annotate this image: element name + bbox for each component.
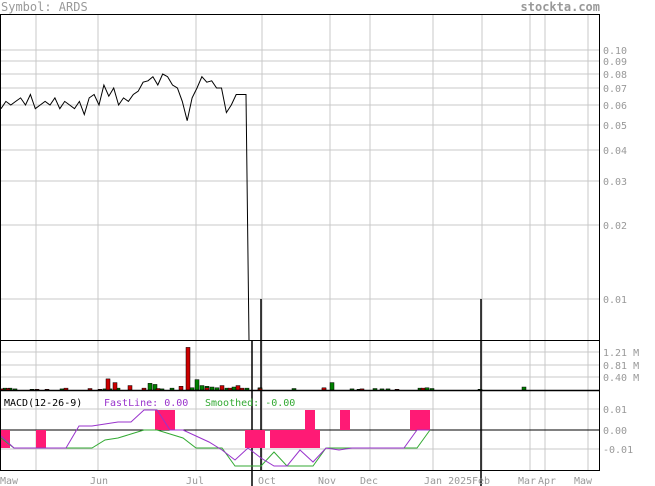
macd-histogram-bar: [270, 430, 280, 448]
volume-bar-up: [209, 386, 215, 391]
macd-histogram-bar: [290, 430, 300, 448]
price-axis-tick-label: 0.09: [603, 57, 627, 68]
x-axis-label: Jun: [90, 476, 108, 486]
macd-panel: [0, 409, 431, 467]
x-axis-label: Oct: [258, 476, 276, 486]
x-axis-label: Apr: [538, 476, 556, 486]
volume-axis-tick-label: 1.21 M: [603, 348, 639, 359]
x-axis-label: Jul: [186, 476, 204, 486]
macd-histogram-bar: [420, 410, 430, 430]
x-axis-label: Maw: [0, 476, 19, 486]
price-axis-tick-label: 0.05: [603, 121, 627, 132]
price-axis-tick-label: 0.02: [603, 221, 627, 232]
volume-bar-down: [127, 385, 133, 391]
volume-panel: [0, 347, 527, 391]
price-axis-tick-label: 0.06: [603, 101, 627, 112]
volume-bar-up: [147, 383, 153, 391]
macd-histogram-bar: [410, 410, 420, 430]
macd-histogram-bar: [310, 430, 320, 448]
x-axis-label: Mar: [518, 476, 536, 486]
volume-bar-down: [239, 387, 245, 391]
volume-bar-down: [235, 385, 241, 391]
price-axis-tick-label: 0.01: [603, 295, 627, 306]
volume-bar-up: [199, 385, 205, 391]
volume-bar-down: [185, 347, 191, 391]
volume-bar-down: [141, 387, 147, 391]
volume-axis-tick-label: 0.40 M: [603, 373, 639, 384]
price-axis-tick-label: 0.10: [603, 46, 627, 57]
macd-axis-tick-label: -0.01: [603, 445, 633, 456]
volume-bar-down: [63, 387, 69, 391]
price-axis-tick-label: 0.04: [603, 146, 627, 157]
volume-bar-down: [420, 387, 426, 391]
macd-fast-line: [0, 409, 430, 467]
volume-bar-down: [227, 387, 233, 391]
price-panel: [0, 73, 482, 486]
macd-histogram-bar: [305, 410, 315, 430]
volume-bar-up: [329, 382, 335, 391]
macd-histogram-bar: [255, 430, 265, 448]
x-axis-label: Dec: [360, 476, 378, 486]
price-axis-tick-label: 0.07: [603, 84, 627, 95]
volume-bar-down: [219, 385, 225, 391]
macd-histogram-bar: [245, 430, 255, 448]
x-axis-label: Nov: [318, 476, 336, 486]
fastline-label: FastLine: 0.00: [104, 398, 188, 409]
smoothed-label: Smoothed: -0.00: [205, 398, 295, 409]
macd-histogram-bar: [0, 430, 10, 448]
macd-histogram-bar: [36, 430, 46, 448]
volume-bar-up: [214, 387, 220, 391]
macd-histogram-bar: [280, 430, 290, 448]
volume-bar-up: [189, 387, 195, 391]
volume-bar-up: [169, 387, 175, 391]
volume-bar-down: [105, 378, 111, 391]
price-line: [0, 73, 250, 341]
axis-labels: Maw Jun Jul Oct Nov Dec Jan 2025 Feb Mar Apr Maw 0.…: [0, 46, 639, 486]
volume-bar-up: [244, 387, 250, 391]
macd-axis-tick-label: 0.01: [603, 405, 627, 416]
volume-bar-down: [178, 386, 184, 391]
macd-histogram-bar: [300, 430, 310, 448]
symbol-label: Symbol: ARDS: [1, 0, 88, 14]
macd-title: MACD(12-26-9): [4, 398, 82, 409]
chart-frame: [0, 14, 600, 471]
macd-histogram-bar: [340, 410, 350, 430]
volume-axis-tick-label: 0.81 M: [603, 361, 639, 372]
volume-bar-down: [321, 387, 327, 391]
x-axis-label: Jan 2025: [424, 476, 472, 486]
macd-histogram-bar: [165, 410, 175, 430]
grid-lines: [1, 14, 599, 470]
volume-bar-up: [194, 379, 200, 391]
volume-bar-down: [204, 387, 210, 391]
price-axis-tick-label: 0.03: [603, 177, 627, 188]
site-name[interactable]: stockta.com: [520, 0, 600, 14]
panel-frames: [0, 14, 600, 471]
x-axis-label: Feb: [472, 476, 490, 486]
x-axis-label: Maw: [574, 476, 593, 486]
volume-bar-up: [424, 387, 430, 391]
volume-bar-down: [112, 382, 118, 391]
macd-histogram-bar: [155, 410, 165, 430]
macd-axis-tick-label: 0.00: [603, 426, 627, 437]
volume-bar-up: [231, 386, 237, 391]
volume-bar-up: [521, 386, 527, 391]
price-axis-tick-label: 0.08: [603, 70, 627, 81]
